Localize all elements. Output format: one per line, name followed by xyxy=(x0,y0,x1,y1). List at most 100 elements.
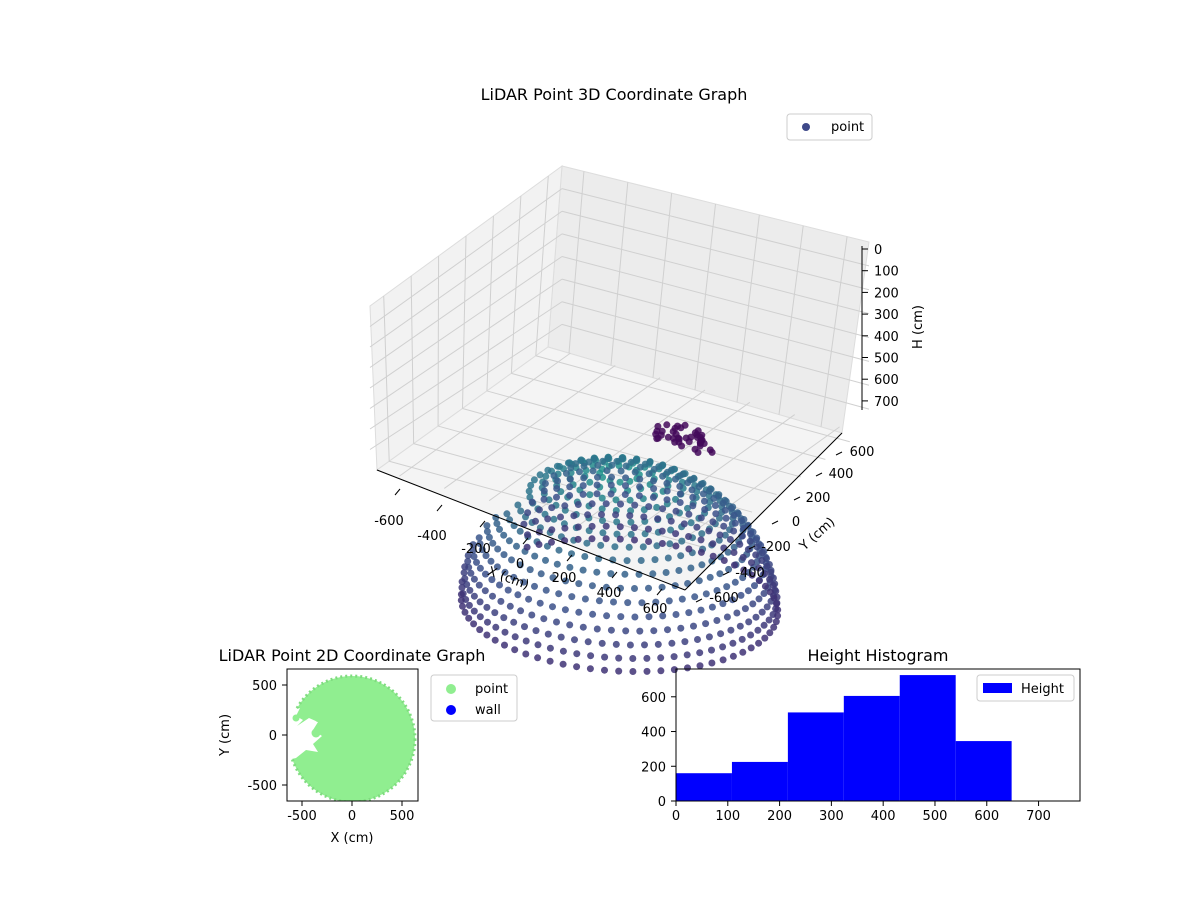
data-point-3d xyxy=(557,633,565,641)
data-point-3d xyxy=(613,457,621,465)
data-point-3d xyxy=(483,631,491,639)
data-point-3d xyxy=(752,536,760,544)
data-point-3d xyxy=(654,422,662,430)
data-point-3d xyxy=(599,517,606,524)
data-point-3d xyxy=(650,627,658,635)
grid-line xyxy=(736,214,760,403)
data-point-3d xyxy=(752,551,760,559)
ticks-2d: -500 0 500 -500 0 500 xyxy=(247,679,414,824)
data-point-3d xyxy=(590,455,598,463)
z-axis-label-3d: H (cm) xyxy=(911,305,926,349)
data-point-3d xyxy=(758,608,766,616)
z-tick-label: 200 xyxy=(874,286,899,301)
x-tick-label: 400 xyxy=(597,586,622,601)
data-point-3d xyxy=(559,647,567,655)
data-point-3d xyxy=(550,472,558,480)
data-point-3d xyxy=(500,614,508,622)
data-point-3d xyxy=(496,581,503,589)
data-point-3d xyxy=(624,599,632,607)
data-point-3d xyxy=(494,545,502,553)
data-point-3d xyxy=(561,502,569,510)
data-point-3d xyxy=(528,498,536,506)
chart-title-3d: LiDAR Point 3D Coordinate Graph xyxy=(481,85,748,104)
data-point-3d xyxy=(607,481,615,489)
data-point-3d xyxy=(567,464,575,472)
data-point-3d xyxy=(459,602,466,610)
data-point-3d xyxy=(514,591,522,599)
data-point-3d xyxy=(677,624,685,632)
data-point-3d xyxy=(645,503,653,511)
data-point-3d xyxy=(680,520,688,528)
data-point-3d xyxy=(555,546,563,554)
grid-line xyxy=(369,301,563,430)
data-point-3d xyxy=(748,571,756,579)
data-point-3d xyxy=(470,553,478,560)
data-point-3d xyxy=(544,466,552,474)
data-point-3d xyxy=(570,512,578,520)
data-point-3d xyxy=(497,597,505,605)
data-point-3d xyxy=(581,595,589,603)
grid-line xyxy=(486,390,802,478)
data-point-3d xyxy=(643,667,651,675)
data-point-3d xyxy=(516,527,524,535)
data-point-3d xyxy=(627,530,635,538)
data-point-3d xyxy=(701,497,708,505)
data-point-3d xyxy=(457,590,465,598)
grid-line xyxy=(561,323,870,410)
data-point-3d xyxy=(649,570,657,578)
data-point-3d xyxy=(753,543,761,551)
data-point-3d xyxy=(561,524,569,532)
data-point-3d xyxy=(640,513,648,521)
data-point-3d xyxy=(684,580,692,587)
data-point-3d xyxy=(525,487,533,495)
grid-line xyxy=(369,278,563,409)
grid-line xyxy=(462,408,777,495)
data-point-3d xyxy=(744,587,752,595)
data-point-3d xyxy=(541,480,549,487)
grid-line xyxy=(694,203,716,391)
data-point-3d xyxy=(531,552,539,560)
data-point-3d xyxy=(501,628,509,636)
data-point-3d xyxy=(514,501,522,509)
data-point-3d xyxy=(696,438,704,446)
data-point-3d xyxy=(630,524,638,532)
data-point-3d xyxy=(685,609,693,617)
data-point-3d xyxy=(689,493,697,501)
data-point-3d xyxy=(723,613,731,621)
data-point-3d xyxy=(770,623,778,631)
data-point-3d xyxy=(696,662,704,670)
data-point-3d xyxy=(548,504,556,512)
data-point-3d xyxy=(705,487,713,495)
data-point-3d xyxy=(631,585,638,592)
data-point-3d xyxy=(761,634,769,642)
data-point-3d xyxy=(672,475,679,483)
chart-title-2d: LiDAR Point 2D Coordinate Graph xyxy=(219,646,486,665)
data-point-3d xyxy=(730,511,738,519)
data-point-3d xyxy=(478,546,486,554)
y-tick-label: 600 xyxy=(850,445,875,460)
data-point-3d xyxy=(729,596,736,604)
data-point-3d xyxy=(701,506,709,513)
data-point-3d xyxy=(670,666,678,674)
data-point-3d xyxy=(644,525,652,533)
histogram-bar xyxy=(899,675,956,801)
grid-line xyxy=(510,195,522,374)
data-point-3d xyxy=(469,541,477,549)
data-point-3d xyxy=(749,600,757,608)
data-point-3d xyxy=(544,630,552,638)
data-point-3d xyxy=(697,514,705,522)
data-point-3d xyxy=(755,564,763,572)
data-point-3d xyxy=(546,644,554,652)
data-point-3d xyxy=(510,618,518,626)
data-point-3d xyxy=(698,561,706,569)
data-point-3d xyxy=(677,552,685,560)
data-point-3d xyxy=(586,665,594,673)
point-disc-2d xyxy=(289,676,415,801)
data-point-3d xyxy=(530,476,538,484)
data-point-3d xyxy=(617,584,624,592)
data-point-3d xyxy=(767,568,775,576)
data-point-3d xyxy=(607,570,615,578)
data-point-3d xyxy=(610,598,617,606)
data-point-3d xyxy=(622,474,630,482)
